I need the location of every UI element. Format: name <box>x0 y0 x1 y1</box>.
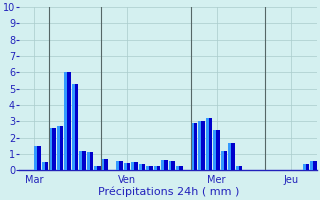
Bar <box>87 152 90 170</box>
Bar <box>169 161 172 170</box>
Bar <box>303 164 306 170</box>
Bar <box>191 123 194 170</box>
Bar <box>191 123 197 170</box>
Bar <box>50 128 56 170</box>
Bar <box>132 162 138 170</box>
Bar <box>176 166 182 170</box>
Bar <box>87 152 93 170</box>
Bar <box>206 118 209 170</box>
Bar <box>176 166 179 170</box>
Bar <box>131 162 134 170</box>
Bar <box>161 160 164 170</box>
Bar <box>236 166 242 170</box>
Bar <box>102 159 108 170</box>
Bar <box>303 164 309 170</box>
X-axis label: Précipitations 24h ( mm ): Précipitations 24h ( mm ) <box>98 187 239 197</box>
Bar <box>72 84 75 170</box>
Bar <box>206 118 212 170</box>
Bar <box>139 164 142 170</box>
Bar <box>57 126 60 170</box>
Bar <box>57 126 63 170</box>
Bar <box>49 128 52 170</box>
Bar <box>236 166 238 170</box>
Bar <box>139 164 145 170</box>
Bar <box>79 151 82 170</box>
Bar <box>213 130 216 170</box>
Bar <box>35 146 41 170</box>
Bar <box>310 161 317 170</box>
Bar <box>101 159 104 170</box>
Bar <box>147 166 153 170</box>
Bar <box>124 163 130 170</box>
Bar <box>124 163 127 170</box>
Bar <box>198 121 201 170</box>
Bar <box>221 151 224 170</box>
Bar <box>72 84 78 170</box>
Bar <box>228 143 235 170</box>
Bar <box>116 161 119 170</box>
Bar <box>146 166 149 170</box>
Bar <box>169 161 175 170</box>
Bar <box>35 146 37 170</box>
Bar <box>79 151 86 170</box>
Bar <box>154 166 160 170</box>
Bar <box>94 166 100 170</box>
Bar <box>64 72 71 170</box>
Bar <box>221 151 227 170</box>
Bar <box>228 143 231 170</box>
Bar <box>116 161 123 170</box>
Bar <box>310 161 313 170</box>
Bar <box>154 166 156 170</box>
Bar <box>64 72 67 170</box>
Bar <box>42 162 48 170</box>
Bar <box>161 160 168 170</box>
Bar <box>213 130 220 170</box>
Bar <box>199 121 205 170</box>
Bar <box>42 162 45 170</box>
Bar <box>94 166 97 170</box>
